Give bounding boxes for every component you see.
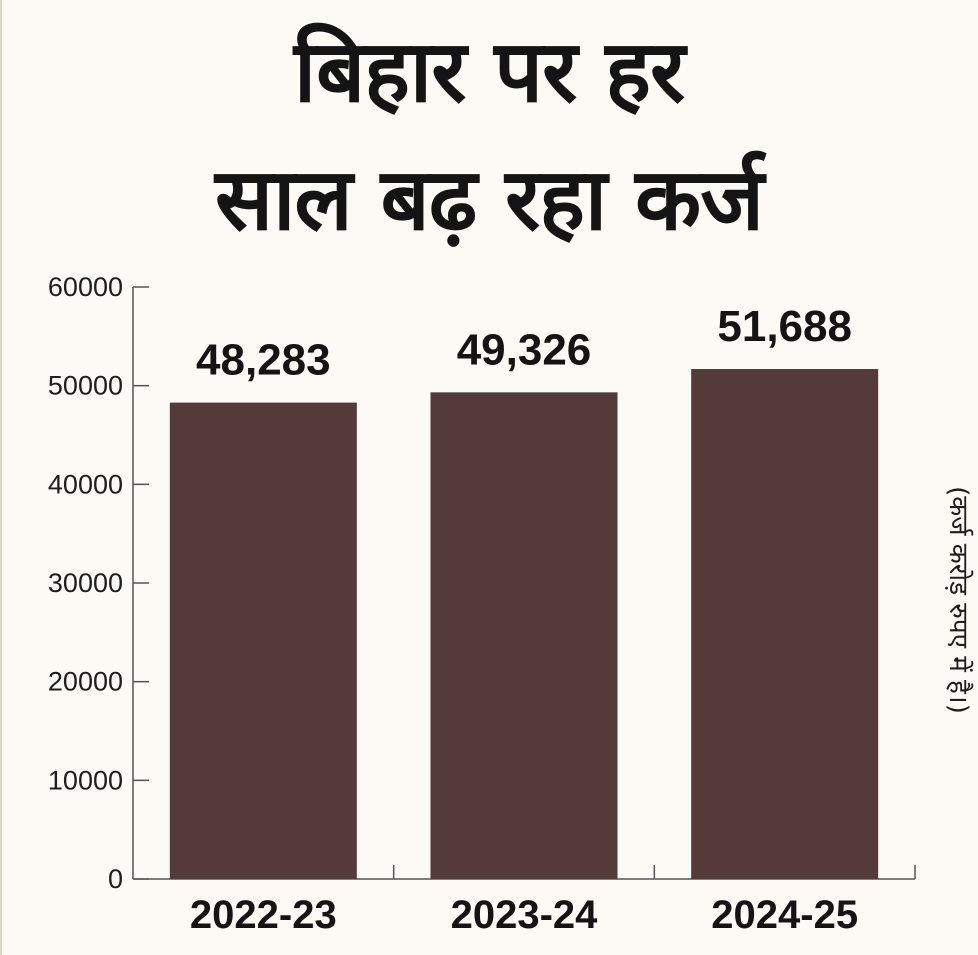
unit-note: (कर्ज करोड़ रुपए में है।) [943,486,974,714]
x-tick-label: 2022-23 [190,893,337,937]
chart-title-line-1: बिहार पर हर [293,22,685,122]
data-label: 48,283 [196,336,331,385]
y-tick-label: 50000 [48,371,123,401]
bar-2023-24 [430,392,618,879]
chart-labels: 48,283 2022-23 49,326 2023-24 51,688 2024-25 (… [190,302,974,937]
bar-2022-23 [169,402,357,879]
chart-bars [169,369,879,879]
y-tick-label: 10000 [48,765,123,795]
y-tick-label: 40000 [48,469,123,499]
y-tick-label: 0 [108,864,123,894]
bar-2024-25 [691,369,879,879]
y-tick-label: 20000 [48,667,123,697]
y-tick-label: 60000 [48,272,123,302]
x-tick-label: 2024-25 [711,893,858,937]
data-label: 51,688 [717,302,852,351]
data-label: 49,326 [457,325,592,374]
y-tick-label: 30000 [48,568,123,598]
x-tick-label: 2023-24 [451,893,599,937]
chart-title-line-2: साल बढ़ रहा कर्ज [214,150,764,250]
